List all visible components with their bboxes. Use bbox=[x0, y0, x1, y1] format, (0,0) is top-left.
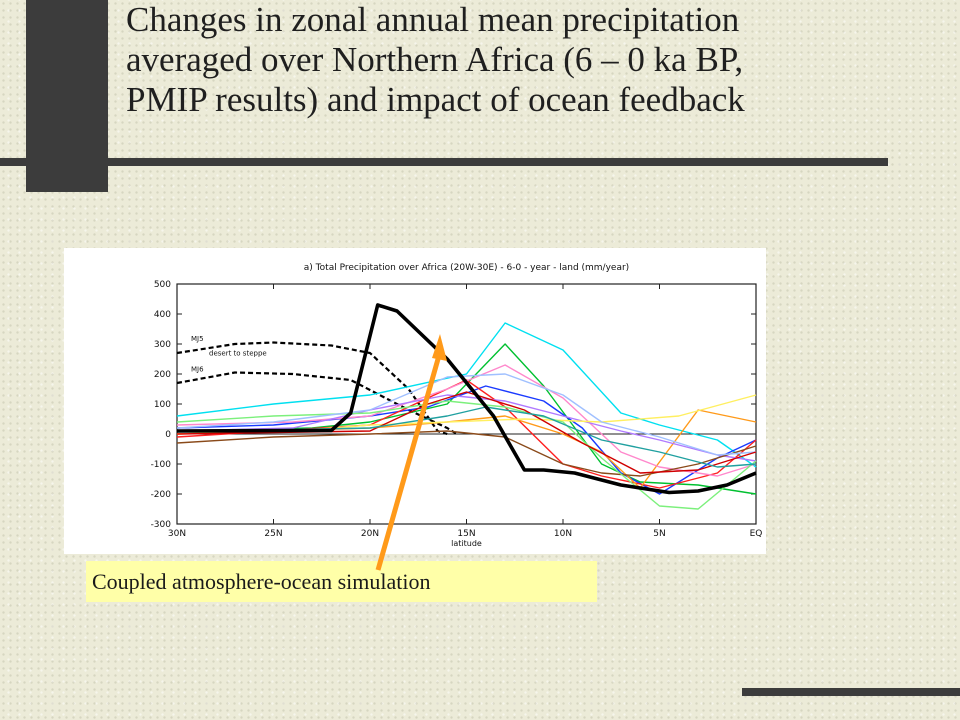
x-tick-label: 20N bbox=[361, 529, 379, 539]
title-line-2: averaged over Northern Africa (6 – 0 ka … bbox=[126, 40, 744, 79]
series-line-3 bbox=[176, 322, 757, 468]
chart-svg: a) Total Precipitation over Africa (20W-… bbox=[151, 263, 763, 548]
y-tick-label: 400 bbox=[154, 310, 171, 320]
y-tick-label: -300 bbox=[151, 520, 172, 530]
title-line-3: PMIP results) and impact of ocean feedba… bbox=[126, 80, 745, 119]
x-axis-label: latitude bbox=[451, 539, 482, 548]
series-line-11 bbox=[176, 430, 757, 477]
x-tick-label: 10N bbox=[554, 529, 572, 539]
series-line-13 bbox=[176, 373, 757, 456]
x-tick-label: 30N bbox=[168, 529, 186, 539]
x-tick-label: 5N bbox=[653, 529, 665, 539]
y-tick-label: 100 bbox=[154, 400, 171, 410]
caption-box: Coupled atmosphere-ocean simulation bbox=[86, 561, 597, 602]
y-tick-label: 500 bbox=[154, 280, 171, 290]
title-line-1: Changes in zonal annual mean precipitati… bbox=[126, 0, 740, 39]
x-tick-label: 15N bbox=[457, 529, 475, 539]
x-tick-label: EQ bbox=[750, 529, 763, 539]
series-line-0 bbox=[176, 303, 757, 495]
y-tick-label: 200 bbox=[154, 370, 171, 380]
chart-title: a) Total Precipitation over Africa (20W-… bbox=[304, 263, 629, 273]
y-tick-label: -100 bbox=[151, 460, 172, 470]
y-tick-label: -200 bbox=[151, 490, 172, 500]
decorative-corner-rule bbox=[742, 688, 960, 696]
series-line-2 bbox=[176, 371, 458, 435]
reference-label-mj5: MJ5 bbox=[191, 335, 204, 343]
reference-label-mj6: MJ6 bbox=[191, 366, 204, 374]
decorative-rule bbox=[0, 158, 888, 166]
y-tick-label: 0 bbox=[165, 430, 171, 440]
x-tick-label: 25N bbox=[264, 529, 282, 539]
series-line-4 bbox=[176, 343, 757, 495]
reference-label-desert-steppe: desert to steppe bbox=[209, 349, 267, 357]
slide-title: Changes in zonal annual mean precipitati… bbox=[126, 0, 906, 120]
series-line-9 bbox=[176, 394, 757, 462]
precipitation-chart: a) Total Precipitation over Africa (20W-… bbox=[64, 248, 766, 554]
y-tick-label: 300 bbox=[154, 340, 171, 350]
